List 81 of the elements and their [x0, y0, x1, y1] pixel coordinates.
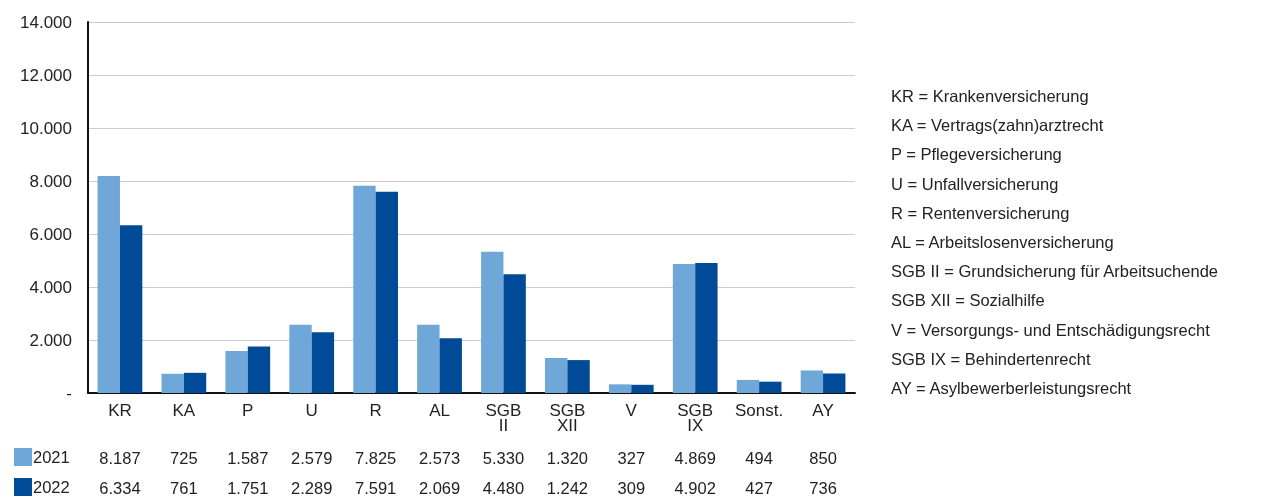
y-tick-label: 14.000 — [20, 12, 72, 32]
data-label: 2.289 — [291, 479, 333, 497]
x-tick-label: AY — [812, 401, 834, 420]
data-label: 309 — [617, 479, 646, 497]
data-label: 2.069 — [418, 479, 461, 497]
bar — [353, 185, 376, 393]
data-label: 2.573 — [418, 449, 461, 467]
bar — [823, 373, 846, 393]
bar — [759, 381, 782, 393]
text: AL = Arbeitslosenversicherung — [891, 231, 1115, 253]
data-label: 4.480 — [482, 479, 525, 497]
x-tick-label: P — [242, 401, 254, 420]
bar — [695, 263, 718, 393]
bar — [289, 324, 312, 393]
x-tick-label: R — [369, 401, 382, 420]
x-tick-label: SGB II — [485, 401, 522, 435]
y-tick-label: 2.000 — [29, 330, 72, 350]
text: SGB XII = Sozialhilfe — [891, 290, 1046, 312]
legend-label: 2022 — [33, 478, 70, 496]
x-tick-label: SGB XII — [549, 401, 586, 435]
y-tick-label: 4.000 — [29, 277, 72, 297]
bar — [375, 191, 398, 393]
text: AY = Asylbewerberleistungsrecht — [891, 377, 1133, 399]
bar — [439, 338, 462, 393]
data-label: 850 — [809, 449, 837, 467]
data-label: 761 — [170, 479, 198, 497]
data-label: 427 — [745, 479, 773, 497]
bar — [631, 384, 654, 393]
data-label: 1.242 — [546, 479, 589, 497]
bar — [161, 373, 184, 393]
data-label: 4.902 — [674, 479, 716, 497]
bar — [311, 332, 335, 393]
text: V = Versorgungs- und Entschädigungsrecht — [891, 319, 1211, 341]
data-label: 736 — [809, 479, 837, 497]
bar — [503, 274, 526, 393]
data-label: 2.579 — [291, 449, 333, 467]
bar — [672, 263, 696, 393]
bar — [736, 379, 760, 393]
legend-label: 2021 — [33, 448, 70, 466]
y-tick-label: 10.000 — [20, 118, 72, 138]
data-label: 6.334 — [99, 479, 141, 497]
text: U = Unfallversicherung — [891, 173, 1060, 195]
y-tick-label: 6.000 — [29, 224, 72, 244]
data-label: 1.587 — [227, 449, 269, 467]
bar — [183, 372, 207, 393]
x-tick-label: U — [305, 401, 318, 420]
text: KR = Krankenversicherung — [891, 86, 1090, 107]
bar — [567, 360, 590, 393]
bar — [97, 176, 120, 393]
data-label: 1.751 — [227, 479, 269, 497]
bar — [225, 350, 248, 393]
bar — [247, 346, 271, 393]
data-label: 7.825 — [354, 449, 397, 467]
data-label: 8.187 — [99, 449, 141, 467]
data-label: 7.591 — [354, 479, 397, 497]
text: SGB IX = Behindertenrecht — [891, 348, 1092, 370]
bar — [545, 358, 568, 393]
y-tick-label: - — [66, 383, 72, 403]
data-label: 494 — [745, 449, 773, 467]
bar — [119, 225, 143, 393]
text: R = Rentenversicherung — [891, 202, 1071, 224]
y-tick-label: 8.000 — [29, 171, 72, 191]
x-tick-label: Sonst. — [735, 401, 784, 420]
text: KA = Vertrags(zahn)arztrecht — [891, 115, 1105, 137]
data-label: 725 — [170, 449, 198, 467]
data-label: 5.330 — [482, 449, 525, 467]
data-label: 1.320 — [546, 449, 589, 467]
x-tick-label: AL — [429, 401, 450, 420]
bar — [800, 370, 824, 393]
x-tick-label: KR — [108, 401, 132, 420]
bar — [481, 251, 504, 393]
text: SGB II = Grundsicherung für Arbeitsuchende — [891, 261, 1218, 283]
x-tick-label: V — [625, 401, 638, 420]
y-tick-label: 12.000 — [20, 65, 72, 85]
data-label: 327 — [617, 449, 646, 467]
data-label: 4.869 — [674, 449, 716, 467]
bar — [417, 324, 440, 393]
x-tick-label: KA — [172, 401, 196, 420]
text: P = Pflegeversicherung — [891, 144, 1063, 166]
x-tick-label: SGB IX — [677, 401, 714, 435]
bar — [608, 384, 632, 393]
